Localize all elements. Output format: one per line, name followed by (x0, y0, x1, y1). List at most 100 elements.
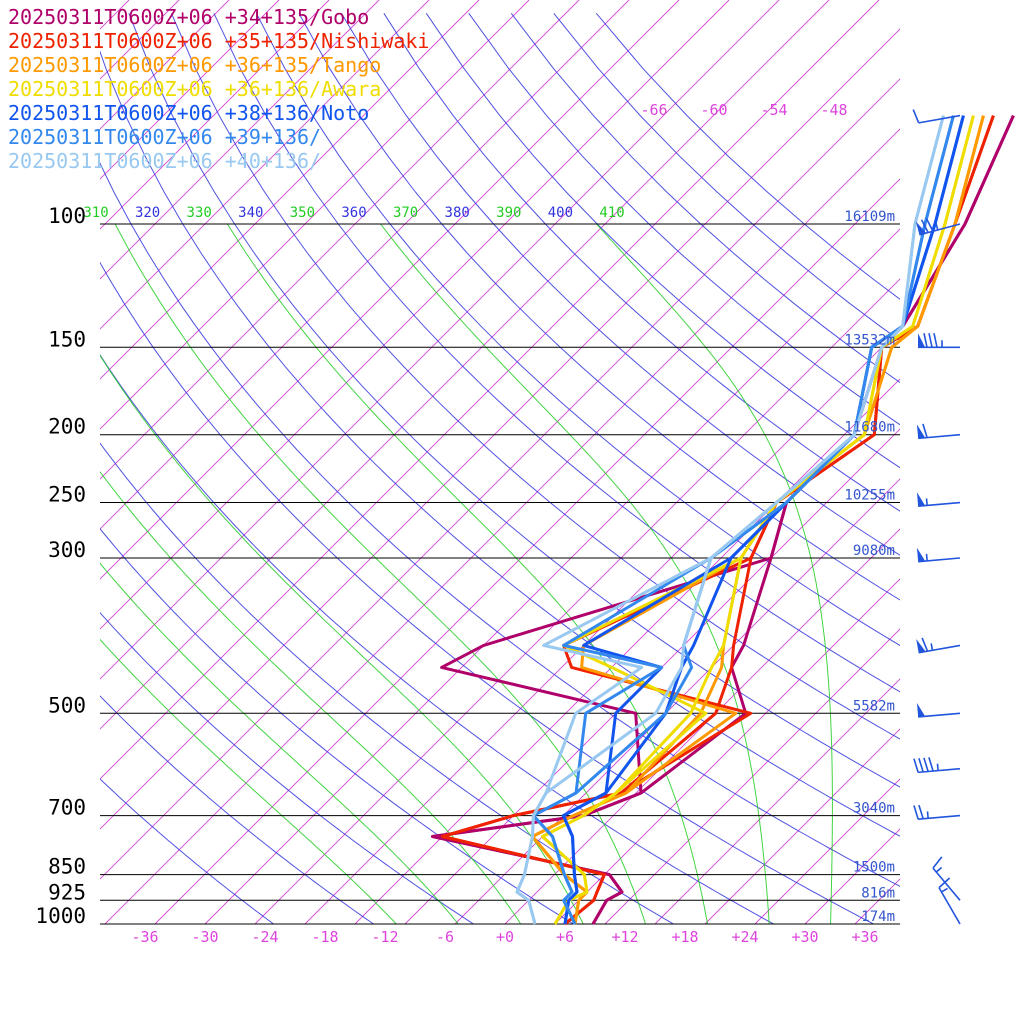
wind-barb-feather (918, 758, 924, 773)
legend-entry: 20250311T0600Z+06 +35+135/Nishiwaki (8, 29, 429, 53)
x-tick-label: -36 (131, 928, 158, 946)
pressure-label: 150 (48, 327, 86, 351)
moist-adiabat-line (100, 471, 522, 924)
isobar-lines (100, 223, 900, 925)
temperature-line (441, 115, 995, 926)
legend-entry: 20250311T0600Z+06 +34+135/Gobo (8, 5, 369, 29)
x-tick-label: -12 (371, 928, 398, 946)
theta-label: 380 (445, 205, 470, 221)
wind-barb-half-feather (941, 887, 948, 893)
pressure-label: 100 (48, 204, 86, 228)
theta-label: 350 (290, 205, 315, 221)
moist-adiabat-line (380, 223, 770, 924)
dry-adiabat-line (340, 13, 900, 556)
temperature-line (531, 115, 985, 925)
x-tick-label: +18 (671, 928, 698, 946)
height-label: 174m (861, 909, 895, 925)
dry-adiabat-line (100, 50, 900, 837)
height-label: 3040m (853, 801, 895, 817)
wind-barb-pennant (916, 492, 926, 507)
x-tick-label: +6 (556, 928, 574, 946)
wind-barb-pennant (918, 333, 925, 348)
upper-temp-label: -60 (700, 101, 727, 119)
wind-barb (932, 856, 961, 901)
wind-barb-feather (938, 877, 951, 889)
pressure-label: 850 (48, 855, 86, 879)
dry-adiabat-line (255, 13, 900, 647)
theta-label: 320 (135, 205, 160, 221)
wind-barb-feather (928, 333, 933, 348)
wind-barb-shaft (932, 867, 961, 901)
isotherm-line (704, 728, 900, 924)
moist-adiabat-line (100, 354, 584, 924)
dry-adiabat-line (100, 527, 575, 924)
pressure-label: 300 (48, 538, 86, 562)
moist-adiabat-line (114, 223, 647, 924)
wind-barb-feather (920, 219, 929, 233)
theta-labels: 310 320 330 340 350 360 370 380 390 400 410 (83, 205, 624, 221)
wind-barb-feather (923, 757, 929, 772)
wind-barb-pennant (916, 702, 926, 717)
legend-entry: 20250311T0600Z+06 +39+136/ (8, 125, 321, 149)
legend-entry: 20250311T0600Z+06 +36+135/Tango (8, 53, 381, 77)
isotherm-line (754, 778, 900, 924)
pressure-label: 200 (48, 415, 86, 439)
wind-barb-half-feather (925, 553, 928, 561)
isotherm-line (1005, 0, 1024, 924)
isotherm-line (654, 678, 900, 924)
dewpoint-line (441, 115, 995, 926)
dry-adiabat-line (468, 13, 900, 426)
isotherm-line (100, 0, 830, 730)
wind-barb-shaft (938, 887, 961, 925)
dry-adiabat-lines (100, 12, 900, 924)
upper-temp-label: -48 (820, 101, 847, 119)
upper-temp-label: -66 (640, 101, 667, 119)
upper-temp-label: -54 (760, 101, 787, 119)
pressure-label: 500 (48, 693, 86, 717)
legend-entry: 20250311T0600Z+06 +36+136/Awara (8, 77, 381, 101)
wind-barb-half-feather (936, 763, 939, 771)
theta-label: 340 (238, 205, 263, 221)
temperature-line (531, 115, 955, 925)
isotherm-line (604, 628, 900, 924)
isotherm-line (955, 0, 1024, 924)
x-tick-label: +30 (791, 928, 818, 946)
theta-label: 390 (496, 205, 521, 221)
height-label: 5582m (853, 698, 895, 714)
isotherm-line (854, 878, 900, 924)
pressure-label: 925 (48, 880, 86, 904)
dry-adiabat-line (213, 13, 900, 693)
wind-barb-feather (933, 333, 938, 348)
x-tick-label: +24 (731, 928, 758, 946)
legend: 20250311T0600Z+06 +34+135/Gobo20250311T0… (8, 5, 429, 173)
wind-barbs (912, 109, 961, 925)
wind-barb (915, 218, 961, 236)
wind-barb (913, 804, 961, 821)
height-label: 13532m (844, 332, 895, 348)
legend-entry: 20250311T0600Z+06 +40+136/ (8, 149, 321, 173)
isotherm-line (100, 0, 730, 630)
dry-adiabat-line (100, 442, 675, 924)
isotherm-line (204, 228, 900, 924)
theta-label: 360 (341, 205, 366, 221)
moist-adiabat-line (100, 638, 397, 924)
sounding-series (431, 114, 1015, 926)
wind-barb-half-feather (926, 811, 929, 819)
dry-adiabat-line (100, 261, 875, 924)
x-axis-tick-labels: -36 -30 -24 -18 -12 -6 +0 +6 +12 +18 +24 +30 +36 (131, 928, 878, 946)
wind-barb-pennant (915, 221, 927, 235)
isotherm-line (354, 378, 900, 924)
theta-label: 410 (599, 205, 624, 221)
wind-barb (916, 423, 961, 440)
wind-barb (938, 877, 961, 925)
x-tick-label: -24 (251, 928, 278, 946)
isotherm-line (154, 178, 900, 924)
wind-barb-feather (932, 856, 943, 869)
dry-adiabat-line (170, 13, 900, 740)
isotherm-line (100, 0, 780, 680)
isotherm-line (304, 328, 900, 924)
wind-barb-feather (923, 333, 928, 348)
dry-adiabat-line (298, 13, 900, 601)
